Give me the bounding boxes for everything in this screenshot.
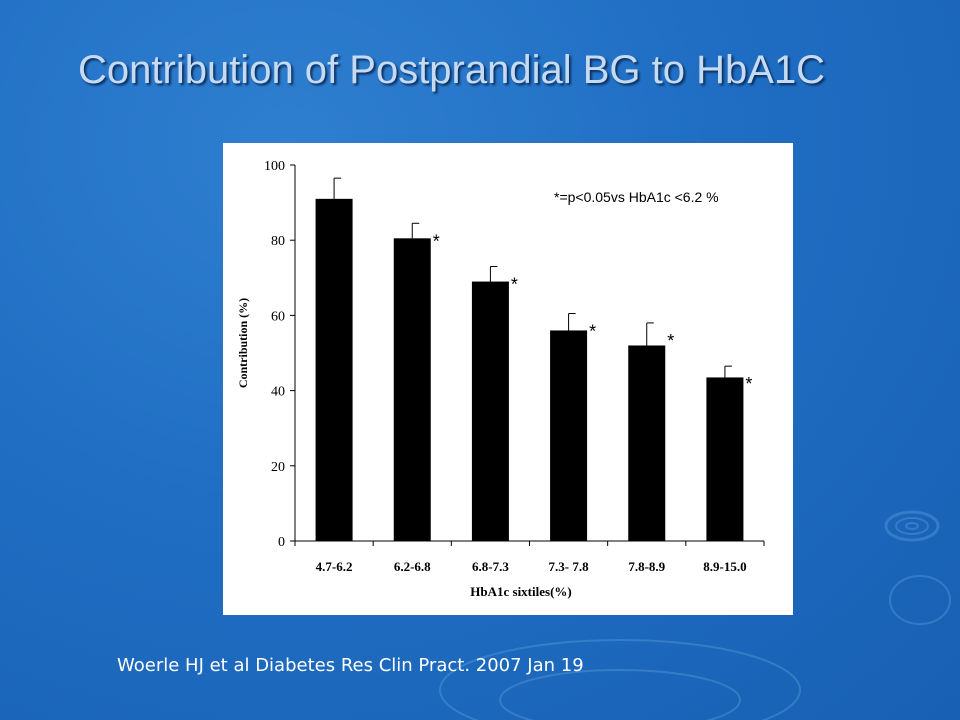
bar-chart: 0 20 40 60 80 100 4.7-6.2 6.2-6.8 6.8-7.3 7.3- 7… [236,159,765,599]
significance-star: * [667,331,674,351]
y-tick-label: 0 [278,535,285,550]
y-axis-label: Contribution (%) [236,298,250,388]
slide-title: Contribution of Postprandial BG to HbA1C [78,48,826,92]
significance-star: * [745,374,752,394]
x-tick-label: 7.8-8.9 [628,559,665,574]
citation-text: Woerle HJ et al Diabetes Res Clin Pract.… [117,655,584,676]
bar [550,330,588,541]
significance-note: *=p<0.05vs HbA1c <6.2 % [554,189,719,205]
bars [315,198,744,541]
bar [706,377,744,541]
bar-chart-panel: 0 20 40 60 80 100 4.7-6.2 6.2-6.8 6.8-7.3 7.3- 7… [223,143,793,615]
x-tick-label: 8.9-15.0 [703,559,746,574]
y-ticks: 0 20 40 60 80 100 [264,159,295,550]
x-tick-label: 6.2-6.8 [394,559,431,574]
significance-star: * [589,322,596,342]
significance-star: * [511,275,518,295]
bar [393,238,431,541]
x-tick-label: 7.3- 7.8 [549,559,590,574]
bar [471,281,509,541]
y-tick-label: 40 [271,385,285,400]
y-tick-label: 60 [271,309,285,324]
significance-star: * [433,231,440,251]
y-tick-label: 20 [271,460,285,475]
x-axis-label: HbA1c sixtiles(%) [470,584,571,599]
error-bars [333,177,732,378]
significance-markers: * * * * * [433,231,753,394]
x-tick-label: 4.7-6.2 [316,559,353,574]
x-tick-label: 6.8-7.3 [472,559,509,574]
bar [315,198,353,541]
x-ticks: 4.7-6.2 6.2-6.8 6.8-7.3 7.3- 7.8 7.8-8.9 8.9-… [294,541,765,574]
y-tick-label: 80 [271,234,285,249]
bar [628,345,666,541]
y-tick-label: 100 [264,159,285,174]
